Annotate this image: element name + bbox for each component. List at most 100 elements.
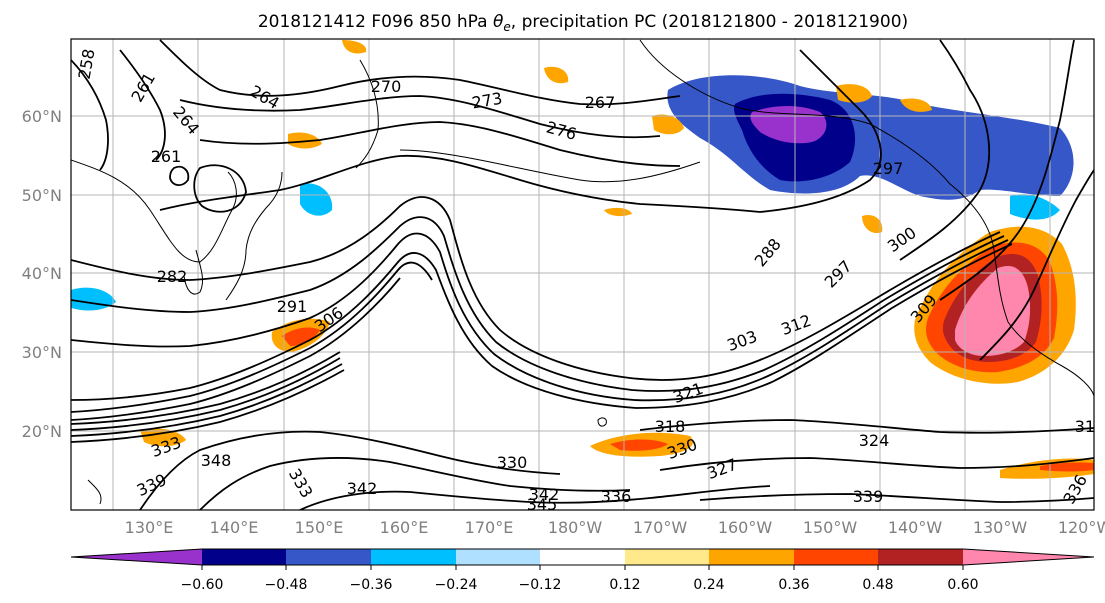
coast-east-asia xyxy=(71,159,237,263)
title-main: 2018121412 F096 850 hPa xyxy=(258,12,493,32)
shade-scs-orange xyxy=(140,428,186,447)
contour-low-nearjapan xyxy=(193,164,247,213)
colorbar-tick-label: 0.12 xyxy=(609,577,640,593)
theta-e-contours xyxy=(71,39,1094,510)
contour-wave-5 xyxy=(71,261,433,413)
lat-label: 30°N xyxy=(22,343,62,362)
lat-label: 50°N xyxy=(22,186,62,205)
contour-label: 348 xyxy=(201,451,232,470)
coast-japan xyxy=(225,171,283,301)
contour-wave-3 xyxy=(71,232,1009,402)
shade-westpac-red xyxy=(282,327,320,346)
colorbar-segment xyxy=(202,549,286,565)
colorbar-segment xyxy=(71,549,202,565)
contour-subtrop-6 xyxy=(199,457,631,510)
shade-alaska-cyan-edge xyxy=(1010,194,1060,220)
coast-aleutians xyxy=(399,149,701,183)
contour-ne-1 xyxy=(759,49,882,213)
colorbar-tick-labels: −0.60 −0.48 −0.36 −0.24 −0.12 0.12 0.24 … xyxy=(181,577,979,593)
map-frame xyxy=(70,38,1095,511)
contour-label: 336 xyxy=(601,487,632,506)
contour-label: 318 xyxy=(655,417,686,436)
lon-label: 140°W xyxy=(888,518,943,537)
contour-subtrop-4 xyxy=(71,369,345,443)
coast-na-west xyxy=(949,183,1094,397)
colorbar-segments xyxy=(70,548,1095,566)
colorbar-tick-label: −0.60 xyxy=(181,577,224,593)
colorbar-segment xyxy=(540,549,625,565)
shade-hawaii-band-red xyxy=(1040,462,1094,472)
contour-label: 270 xyxy=(371,77,402,96)
contour-label: 345 xyxy=(527,495,558,514)
contour-label: 291 xyxy=(277,297,308,316)
contour-east-2 xyxy=(659,457,1094,471)
contour-east-1 xyxy=(639,419,1094,434)
lat-label: 40°N xyxy=(22,264,62,283)
lon-label: 150°E xyxy=(295,518,344,537)
coastlines xyxy=(71,39,1094,505)
shade-bering-orange-2 xyxy=(544,66,569,84)
colorbar-segment xyxy=(456,549,540,565)
contour-label: 267 xyxy=(585,93,616,112)
lon-label: 130°E xyxy=(125,518,174,537)
contour-wave-6 xyxy=(71,277,401,421)
lon-label: 170°W xyxy=(633,518,688,537)
shade-midpac-orange xyxy=(604,207,632,217)
latitude-labels: 60°N 50°N 40°N 30°N 20°N xyxy=(22,107,62,441)
title-rest: , precipitation PC (2018121800 - 2018121… xyxy=(511,12,908,32)
lon-label: 140°E xyxy=(210,518,259,537)
colorbar: −0.60 −0.48 −0.36 −0.24 −0.12 0.12 0.24 … xyxy=(70,548,1095,593)
contour-wave-2 xyxy=(71,216,1005,392)
contour-label: 330 xyxy=(497,453,528,472)
colorbar-segment xyxy=(709,549,794,565)
contour-label: 297 xyxy=(873,159,904,178)
contour-northern-4 xyxy=(159,154,761,213)
lon-label: 160°E xyxy=(380,518,429,537)
contour-subtrop-5 xyxy=(139,430,561,510)
contour-label: 282 xyxy=(157,267,188,286)
lon-label: 150°W xyxy=(803,518,858,537)
title-theta-symbol: θ xyxy=(493,12,504,32)
colorbar-segment xyxy=(625,549,709,565)
figure-title: 2018121412 F096 850 hPa θe, precipitatio… xyxy=(258,12,908,34)
contour-ne-4 xyxy=(979,169,1094,361)
contour-wave-1 xyxy=(71,196,1001,381)
coast-hawaii xyxy=(597,417,607,427)
coast-philippines xyxy=(87,479,102,505)
colorbar-segment xyxy=(794,549,878,565)
contour-northern-3 xyxy=(199,121,681,167)
shade-ne-orange xyxy=(862,214,883,234)
shade-arctic-orange xyxy=(900,98,932,112)
coast-alaska xyxy=(639,39,951,185)
colorbar-ticks xyxy=(201,565,964,570)
colorbar-tick-label: 0.48 xyxy=(862,577,893,593)
shade-calif-pink xyxy=(955,266,1031,356)
contour-subtrop-3 xyxy=(71,363,343,437)
colorbar-tick-label: 0.24 xyxy=(693,577,724,593)
contour-northern-2 xyxy=(179,95,661,139)
lat-label: 60°N xyxy=(22,107,62,126)
contour-subtrop-2 xyxy=(71,357,341,431)
contour-subtrop-1 xyxy=(71,351,341,425)
title-theta-subscript: e xyxy=(503,20,510,34)
colorbar-tick-label: −0.36 xyxy=(350,577,393,593)
contour-subtrop-7 xyxy=(299,485,771,510)
colorbar-tick-label: −0.12 xyxy=(519,577,562,593)
contour-low-okhotsk xyxy=(169,165,190,186)
colorbar-segment xyxy=(878,549,963,565)
shade-gulf-orange xyxy=(652,114,684,135)
contour-siberia-1 xyxy=(71,59,109,171)
lat-label: 20°N xyxy=(22,422,62,441)
lon-label: 130°W xyxy=(973,518,1028,537)
contour-east-3 xyxy=(699,493,1094,503)
longitude-labels: 130°E 140°E 150°E 160°E 170°E 180°W 170°… xyxy=(125,518,1105,537)
contour-ne-3 xyxy=(939,39,1075,301)
colorbar-tick-label: −0.48 xyxy=(265,577,308,593)
contour-northern-1 xyxy=(159,39,681,106)
contour-siberia-2 xyxy=(119,49,166,161)
contour-label: 261 xyxy=(151,147,182,166)
contour-label: 318 xyxy=(1075,417,1105,436)
colorbar-segment xyxy=(371,549,456,565)
shade-alaska-orange xyxy=(836,84,872,103)
